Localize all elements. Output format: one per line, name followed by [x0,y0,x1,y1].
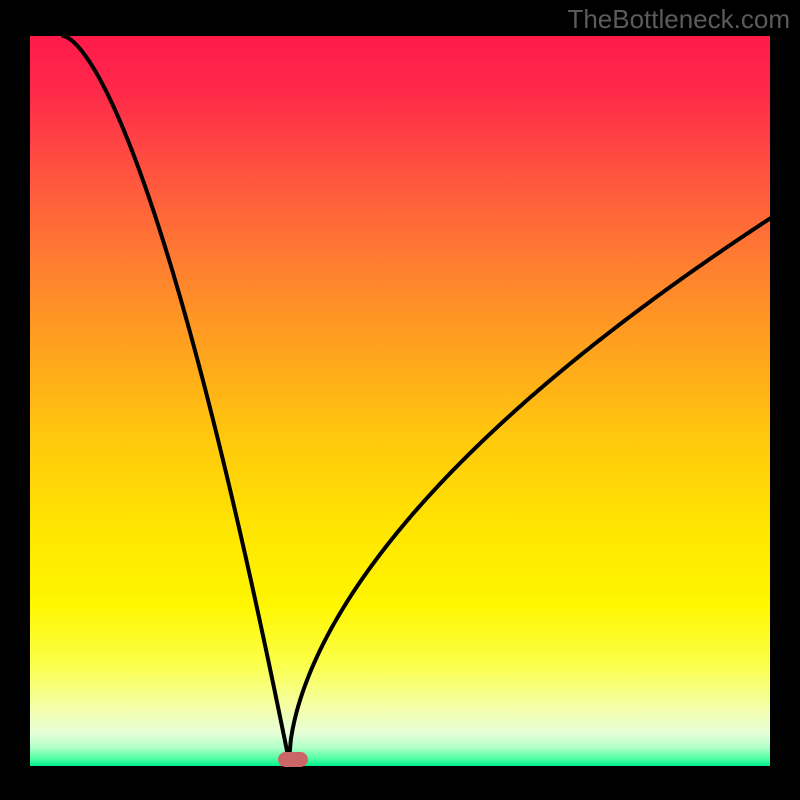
watermark-text: TheBottleneck.com [567,4,790,35]
curve-layer [30,36,770,766]
sweet-spot-marker [278,752,308,767]
bottleneck-curve [63,36,770,761]
plot-frame [30,36,770,766]
chart-canvas: TheBottleneck.com [0,0,800,800]
